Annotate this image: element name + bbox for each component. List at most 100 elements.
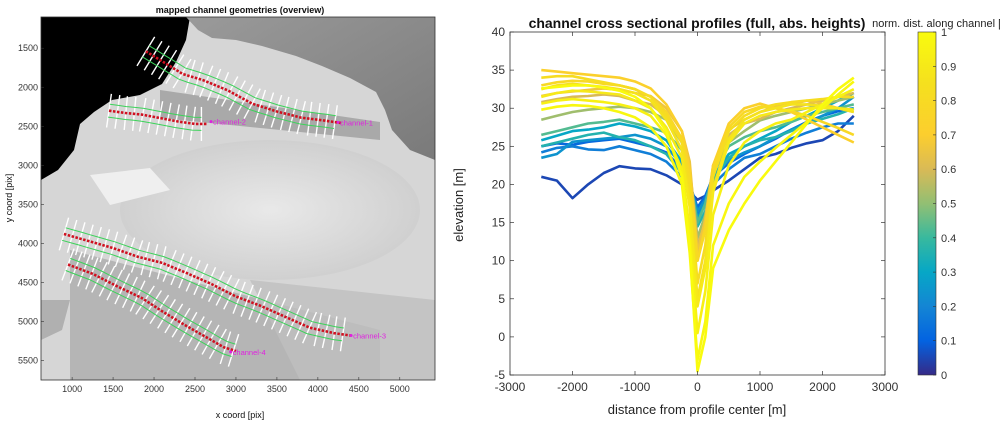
channel-centerline xyxy=(145,50,343,125)
transect-line xyxy=(170,253,185,286)
transect-line xyxy=(294,308,310,341)
colorbar-tick-label: 1 xyxy=(941,27,947,39)
transect-line xyxy=(162,249,177,282)
transect-line xyxy=(243,88,261,119)
profile-y-label: elevation [m] xyxy=(451,168,466,242)
channel-group-3: channel-3 xyxy=(58,217,386,352)
transect-line xyxy=(172,58,192,89)
profile-title: channel cross sectional profiles (full, … xyxy=(529,15,866,31)
transect-line xyxy=(163,102,172,137)
colorbar-tick-label: 0.7 xyxy=(941,130,956,142)
map-x-ticks: 1000 1500 2000 2500 3000 3500 4000 4500 5000 xyxy=(62,377,410,394)
profile-series-line-15 xyxy=(540,89,854,308)
channel-group-1: channel-1 xyxy=(136,36,373,140)
transect-line xyxy=(105,93,113,128)
transect-line xyxy=(240,284,254,317)
map-title: mapped channel geometries (overview) xyxy=(156,5,325,15)
profile-x-label: distance from profile center [m] xyxy=(608,402,786,417)
map-y-tick-label: 4500 xyxy=(18,277,38,287)
profile-y-tick-label: 10 xyxy=(492,254,506,268)
colorbar-tick-label: 0.5 xyxy=(941,199,956,211)
profile-y-tick-label: -5 xyxy=(494,368,505,382)
transect-line xyxy=(172,104,180,138)
profile-x-tick-label: 3000 xyxy=(872,380,899,394)
channel-label: channel-3 xyxy=(353,332,386,341)
transect-line xyxy=(236,84,254,115)
transect-line xyxy=(106,269,123,301)
map-x-tick-label: 3500 xyxy=(267,384,287,394)
profile-chart-panel: -3000 -2000 -1000 0 1000 2000 3000 -5 0 5 10 15 20 2… xyxy=(451,15,899,417)
profile-x-tick-label: 1000 xyxy=(747,380,774,394)
profile-x-tick-label: -1000 xyxy=(620,380,651,394)
transect-line xyxy=(223,278,240,310)
transect-line xyxy=(171,307,191,338)
profile-y-tick-label: 25 xyxy=(492,139,506,153)
colorbar-label: norm. dist. along channel [-] xyxy=(872,18,1000,30)
channel-bank-line xyxy=(142,56,335,129)
colorbar-tick-label: 0.4 xyxy=(941,233,956,245)
profile-series-line-7 xyxy=(540,103,855,224)
transect-line xyxy=(114,234,128,268)
map-y-tick-label: 4000 xyxy=(18,238,38,248)
colorbar-ticks: 0 0.1 0.2 0.3 0.4 0.5 0.6 0.7 0.8 0.9 1 xyxy=(933,27,956,382)
profile-y-tick-label: 20 xyxy=(492,177,506,191)
profile-y-tick-label: 40 xyxy=(492,25,506,39)
map-y-tick-label: 1500 xyxy=(18,43,38,53)
colorbar-tick-label: 0.3 xyxy=(941,267,956,279)
channel-bank-line xyxy=(70,257,236,345)
transect-line xyxy=(98,265,116,297)
map-x-tick-label: 1500 xyxy=(103,384,123,394)
profile-series-line-12 xyxy=(541,79,855,262)
transect-line xyxy=(286,304,302,337)
map-x-tick-label: 2000 xyxy=(144,384,164,394)
channel-group-4: channel-4 xyxy=(61,248,266,367)
colorbar: 0 0.1 0.2 0.3 0.4 0.5 0.6 0.7 0.8 0.9 1 norm. dist… xyxy=(872,18,1000,382)
map-y-tick-label: 2500 xyxy=(18,121,38,131)
transect-line xyxy=(192,62,204,96)
map-x-tick-label: 3000 xyxy=(226,384,246,394)
channel-bank-line xyxy=(65,270,232,357)
map-x-tick-label: 4500 xyxy=(349,384,369,394)
channel-label-marker xyxy=(209,120,213,124)
map-y-tick-label: 2000 xyxy=(18,82,38,92)
colorbar-tick-label: 0.1 xyxy=(941,336,956,348)
channel-label-marker xyxy=(349,334,353,338)
map-y-tick-label: 5500 xyxy=(18,355,38,365)
profile-y-tick-label: 5 xyxy=(498,292,505,306)
transect-line xyxy=(301,311,318,344)
profile-y-tick-label: 0 xyxy=(498,330,505,344)
channel-label: channel-1 xyxy=(340,118,373,127)
map-x-tick-label: 5000 xyxy=(390,384,410,394)
channel-bank-line xyxy=(109,103,202,118)
map-axes-box xyxy=(40,16,436,381)
transect-line xyxy=(157,299,176,329)
channel-label: channel-4 xyxy=(233,348,266,357)
profile-x-ticks: -3000 -2000 -1000 0 1000 2000 3000 xyxy=(495,32,899,394)
channel-bank-line xyxy=(108,116,202,131)
colorbar-tick-label: 0.9 xyxy=(941,61,956,73)
channel-centerline xyxy=(108,109,208,126)
map-x-tick-label: 1000 xyxy=(62,384,82,394)
transect-line xyxy=(315,102,321,137)
channel-bank-line xyxy=(148,45,336,117)
map-x-tick-label: 4000 xyxy=(308,384,328,394)
map-y-tick-label: 3500 xyxy=(18,199,38,209)
map-x-label: x coord [pix] xyxy=(216,410,265,420)
profile-series-line-16 xyxy=(541,88,855,335)
channel-overlay: channel-1 channel-2 channel-3 channel-4 xyxy=(58,36,386,367)
channel-label-marker xyxy=(336,120,340,124)
transect-line xyxy=(219,331,232,365)
profile-y-tick-label: 30 xyxy=(492,101,506,115)
map-y-ticks: 1500 2000 2500 3000 3500 4000 4500 5000 5500 xyxy=(18,43,44,365)
profile-y-ticks: -5 0 5 10 15 20 25 30 35 40 xyxy=(492,25,885,382)
profile-x-tick-label: 2000 xyxy=(809,380,836,394)
profile-y-tick-label: 15 xyxy=(492,216,506,230)
profile-x-tick-label: -3000 xyxy=(495,380,526,394)
hillshade-image xyxy=(41,17,435,380)
transect-line xyxy=(155,101,164,135)
map-y-label: y coord [pix] xyxy=(4,174,14,223)
transect-line xyxy=(227,333,240,367)
colorbar-tick-label: 0 xyxy=(941,370,947,382)
map-x-tick-label: 2500 xyxy=(185,384,205,394)
transect-line xyxy=(178,256,193,289)
